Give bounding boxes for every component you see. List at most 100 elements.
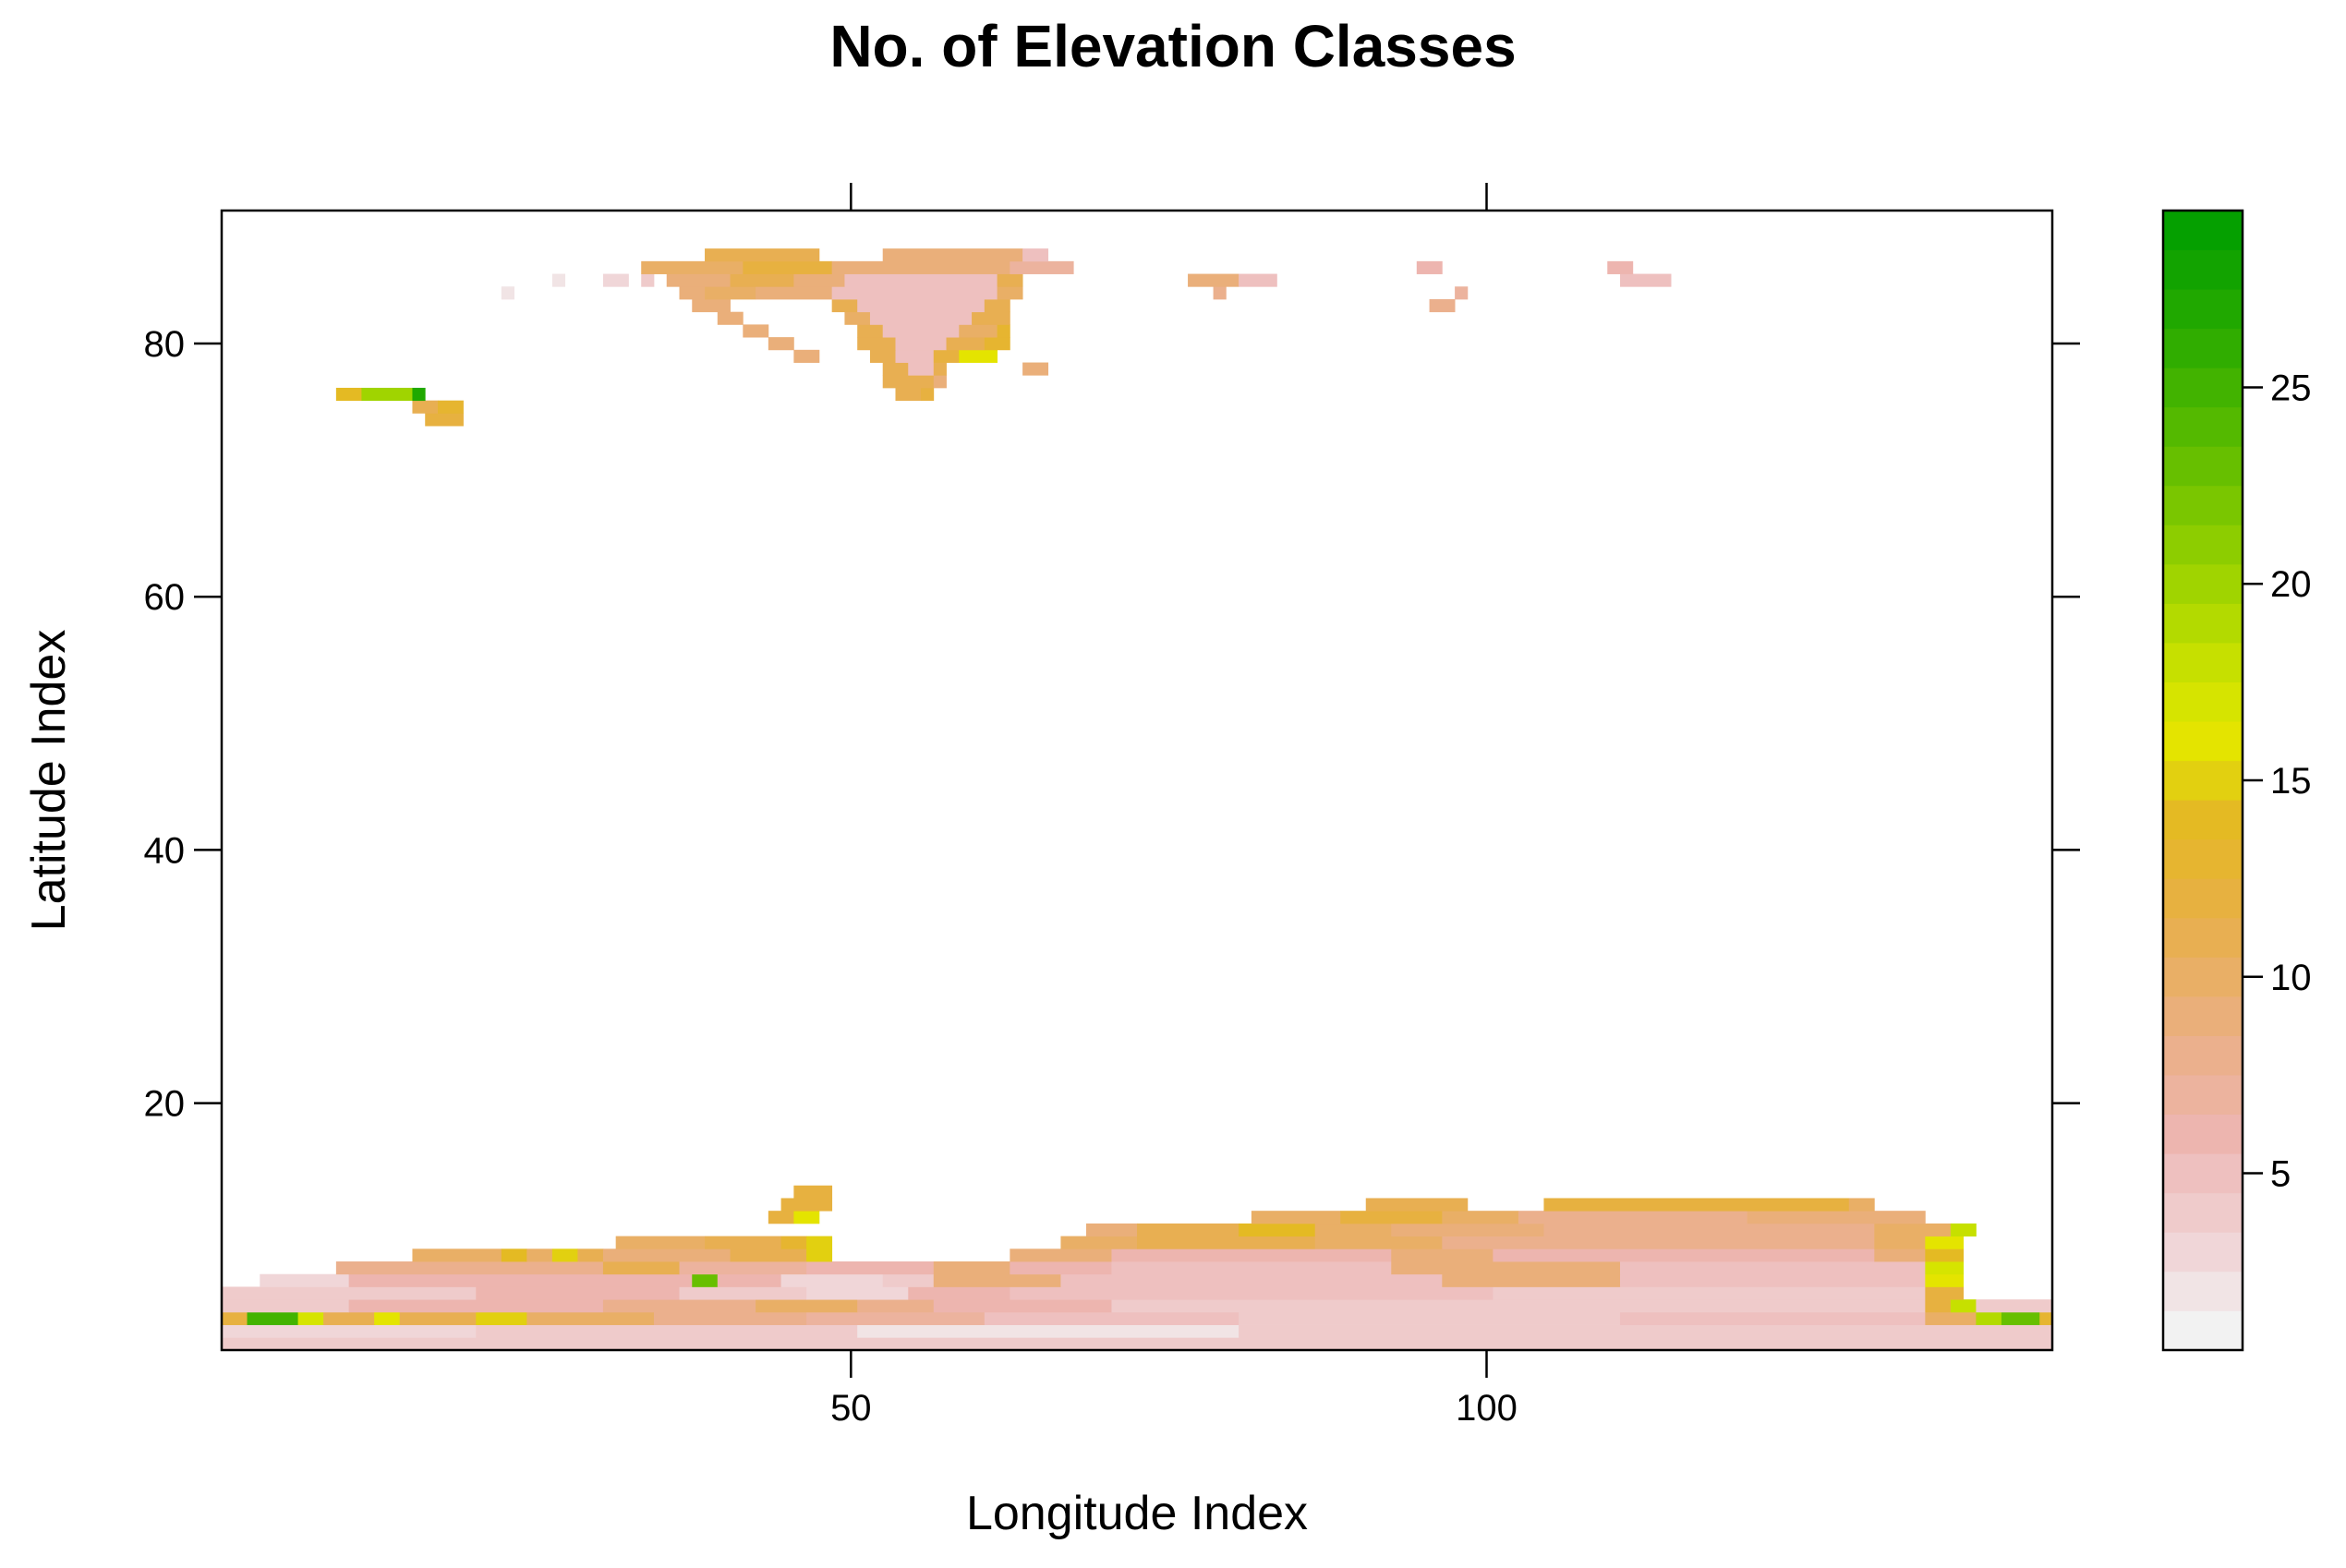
heatmap-cell (831, 260, 1010, 274)
heatmap-cell (1925, 1299, 1952, 1313)
heatmap-cell (602, 273, 629, 287)
heatmap-cell (1188, 273, 1240, 287)
heatmap-cell (806, 1311, 986, 1325)
heatmap-cell (1085, 1223, 1138, 1236)
heatmap-cell (1239, 273, 1277, 287)
heatmap-cell (882, 362, 909, 376)
heatmap-cell (1607, 260, 1634, 274)
heatmap-cell (1111, 1261, 1392, 1275)
heatmap-cell (705, 286, 756, 300)
heatmap-cell (959, 349, 998, 363)
heatmap-cell (806, 1286, 909, 1300)
heatmap-cell (551, 273, 566, 287)
heatmap-cell (679, 1261, 807, 1275)
heatmap-cell (1239, 1311, 1621, 1325)
heatmap-cell (933, 375, 947, 389)
axes: 50 100 20 40 60 80 (144, 183, 2080, 1429)
heatmap-cell (857, 298, 986, 313)
heatmap-cell (602, 1299, 756, 1313)
heatmap-cell (933, 349, 960, 363)
heatmap-cell (602, 1261, 680, 1275)
colorbar-swatch (2163, 643, 2243, 683)
heatmap-cell (908, 1286, 1010, 1300)
heatmap-cell (1543, 1198, 1850, 1212)
heatmap-cell (1111, 1299, 1926, 1313)
heatmap-cell (1950, 1299, 1977, 1313)
colorbar-swatch (2163, 289, 2243, 330)
colorbar-swatch (2163, 681, 2243, 722)
heatmap-cell (1137, 1236, 1316, 1249)
colorbar-tick-label: 20 (2270, 564, 2312, 605)
heatmap-cell (959, 324, 998, 338)
heatmap-cell (679, 1286, 807, 1300)
heatmap-cell (437, 400, 464, 414)
heatmap-cell (793, 1185, 833, 1199)
heatmap-cell (476, 1311, 527, 1325)
y-tick-label: 60 (144, 577, 186, 618)
heatmap-cell (1429, 298, 1456, 313)
heatmap-cell (1060, 1236, 1138, 1249)
heatmap-cell (374, 1311, 401, 1325)
heatmap-cell (476, 1324, 858, 1338)
heatmap-cell (869, 349, 896, 363)
heatmap-cell (1239, 1324, 1621, 1338)
heatmap-cell (844, 311, 871, 325)
heatmap-cell (997, 324, 1010, 338)
heatmap-cell (2039, 1311, 2053, 1325)
colorbar-swatch (2163, 1310, 2243, 1351)
heatmap-cell (1874, 1223, 1952, 1236)
heatmap-cell (869, 311, 973, 325)
heatmap-cell (806, 1261, 935, 1275)
colorbar-swatch (2163, 1192, 2243, 1233)
heatmap-cell (1925, 1236, 1965, 1249)
heatmap-cell (1518, 1211, 1748, 1224)
heatmap-cell (1620, 1324, 2053, 1338)
heatmap-cell (1022, 248, 1049, 262)
heatmap-cell (1874, 1248, 1926, 1262)
colorbar-swatch (2163, 1035, 2243, 1076)
heatmap-cell (1455, 286, 1469, 300)
heatmap-cell (997, 273, 1023, 287)
heatmap-cell (895, 349, 935, 363)
colorbar: 5 10 15 20 25 (2161, 209, 2312, 1352)
heatmap-cell (882, 1273, 935, 1287)
heatmap-cell (399, 1311, 477, 1325)
heatmap-cell (679, 286, 706, 300)
heatmap-cell (1620, 1311, 1926, 1325)
heatmap-cell (222, 1311, 248, 1325)
colorbar-swatch (2163, 996, 2243, 1036)
heatmap-cell (780, 1236, 807, 1249)
heatmap-cell (1620, 273, 1672, 287)
heatmap-cell (743, 324, 769, 338)
heatmap-cell (666, 273, 731, 287)
heatmap-cell (756, 286, 833, 300)
heatmap-cell (1060, 1273, 1443, 1287)
heatmap-cell (882, 324, 960, 338)
heatmap-cell (933, 1299, 1112, 1313)
plot-frame (220, 209, 2054, 1352)
colorbar-tick-label: 15 (2270, 761, 2312, 802)
heatmap-cell (1022, 362, 1049, 376)
colorbar-swatch (2163, 563, 2243, 604)
heatmap-cell (1620, 1273, 1926, 1287)
heatmap-cell (1010, 260, 1074, 274)
heatmap-cell (2001, 1311, 2040, 1325)
heatmap-cell (1976, 1311, 2002, 1325)
heatmap-cell (1925, 1286, 1965, 1300)
heatmap-cell (780, 1198, 833, 1212)
heatmap-cell (501, 286, 514, 300)
heatmap-cell (857, 1299, 935, 1313)
heatmap-cell (222, 1324, 477, 1338)
heatmap-cell (984, 337, 1010, 351)
heatmap-cell (615, 1236, 706, 1249)
heatmap-cell (1314, 1223, 1392, 1236)
heatmap-cell (908, 362, 935, 376)
x-tick-label: 100 (1456, 1388, 1518, 1429)
colorbar-swatch (2163, 328, 2243, 368)
colorbar-swatch (2163, 721, 2243, 762)
heatmap-cell (933, 1261, 1010, 1275)
heatmap-cell (297, 1311, 324, 1325)
colorbar-swatch (2163, 1114, 2243, 1154)
heatmap-cell (526, 1248, 553, 1262)
